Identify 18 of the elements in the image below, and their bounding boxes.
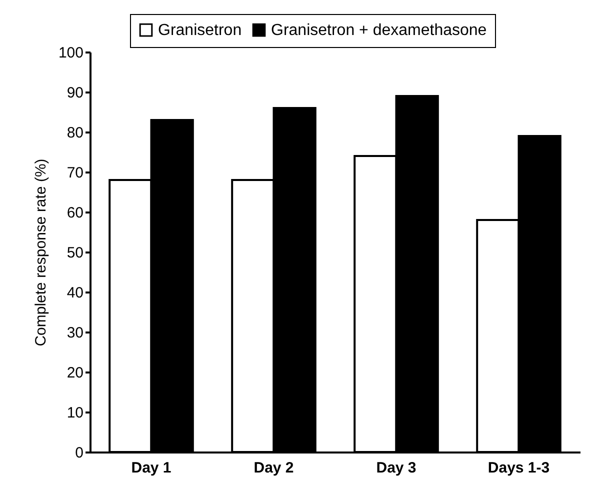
y-tick-label: 0	[75, 444, 84, 462]
y-axis-title: Complete response rate (%)	[32, 158, 50, 346]
y-tick-label: 100	[58, 44, 84, 62]
y-tick-label: 40	[66, 284, 84, 302]
y-tick-label: 20	[66, 364, 84, 382]
x-tick-label: Day 3	[376, 460, 416, 476]
legend-label: Granisetron	[158, 22, 242, 40]
x-tick-label: Days 1-3	[488, 460, 550, 476]
y-tick-label: 60	[66, 204, 84, 222]
x-tick-label: Day 2	[254, 460, 294, 476]
y-tick-label: 70	[66, 164, 84, 182]
x-tick-label: Day 1	[131, 460, 172, 476]
legend-label: Granisetron + dexamethasone	[271, 22, 487, 40]
y-tick-label: 80	[66, 124, 84, 142]
y-tick-label: 30	[66, 324, 84, 342]
y-tick-label: 50	[66, 244, 84, 262]
y-tick-label: 90	[66, 84, 84, 102]
y-tick-label: 10	[66, 404, 84, 422]
